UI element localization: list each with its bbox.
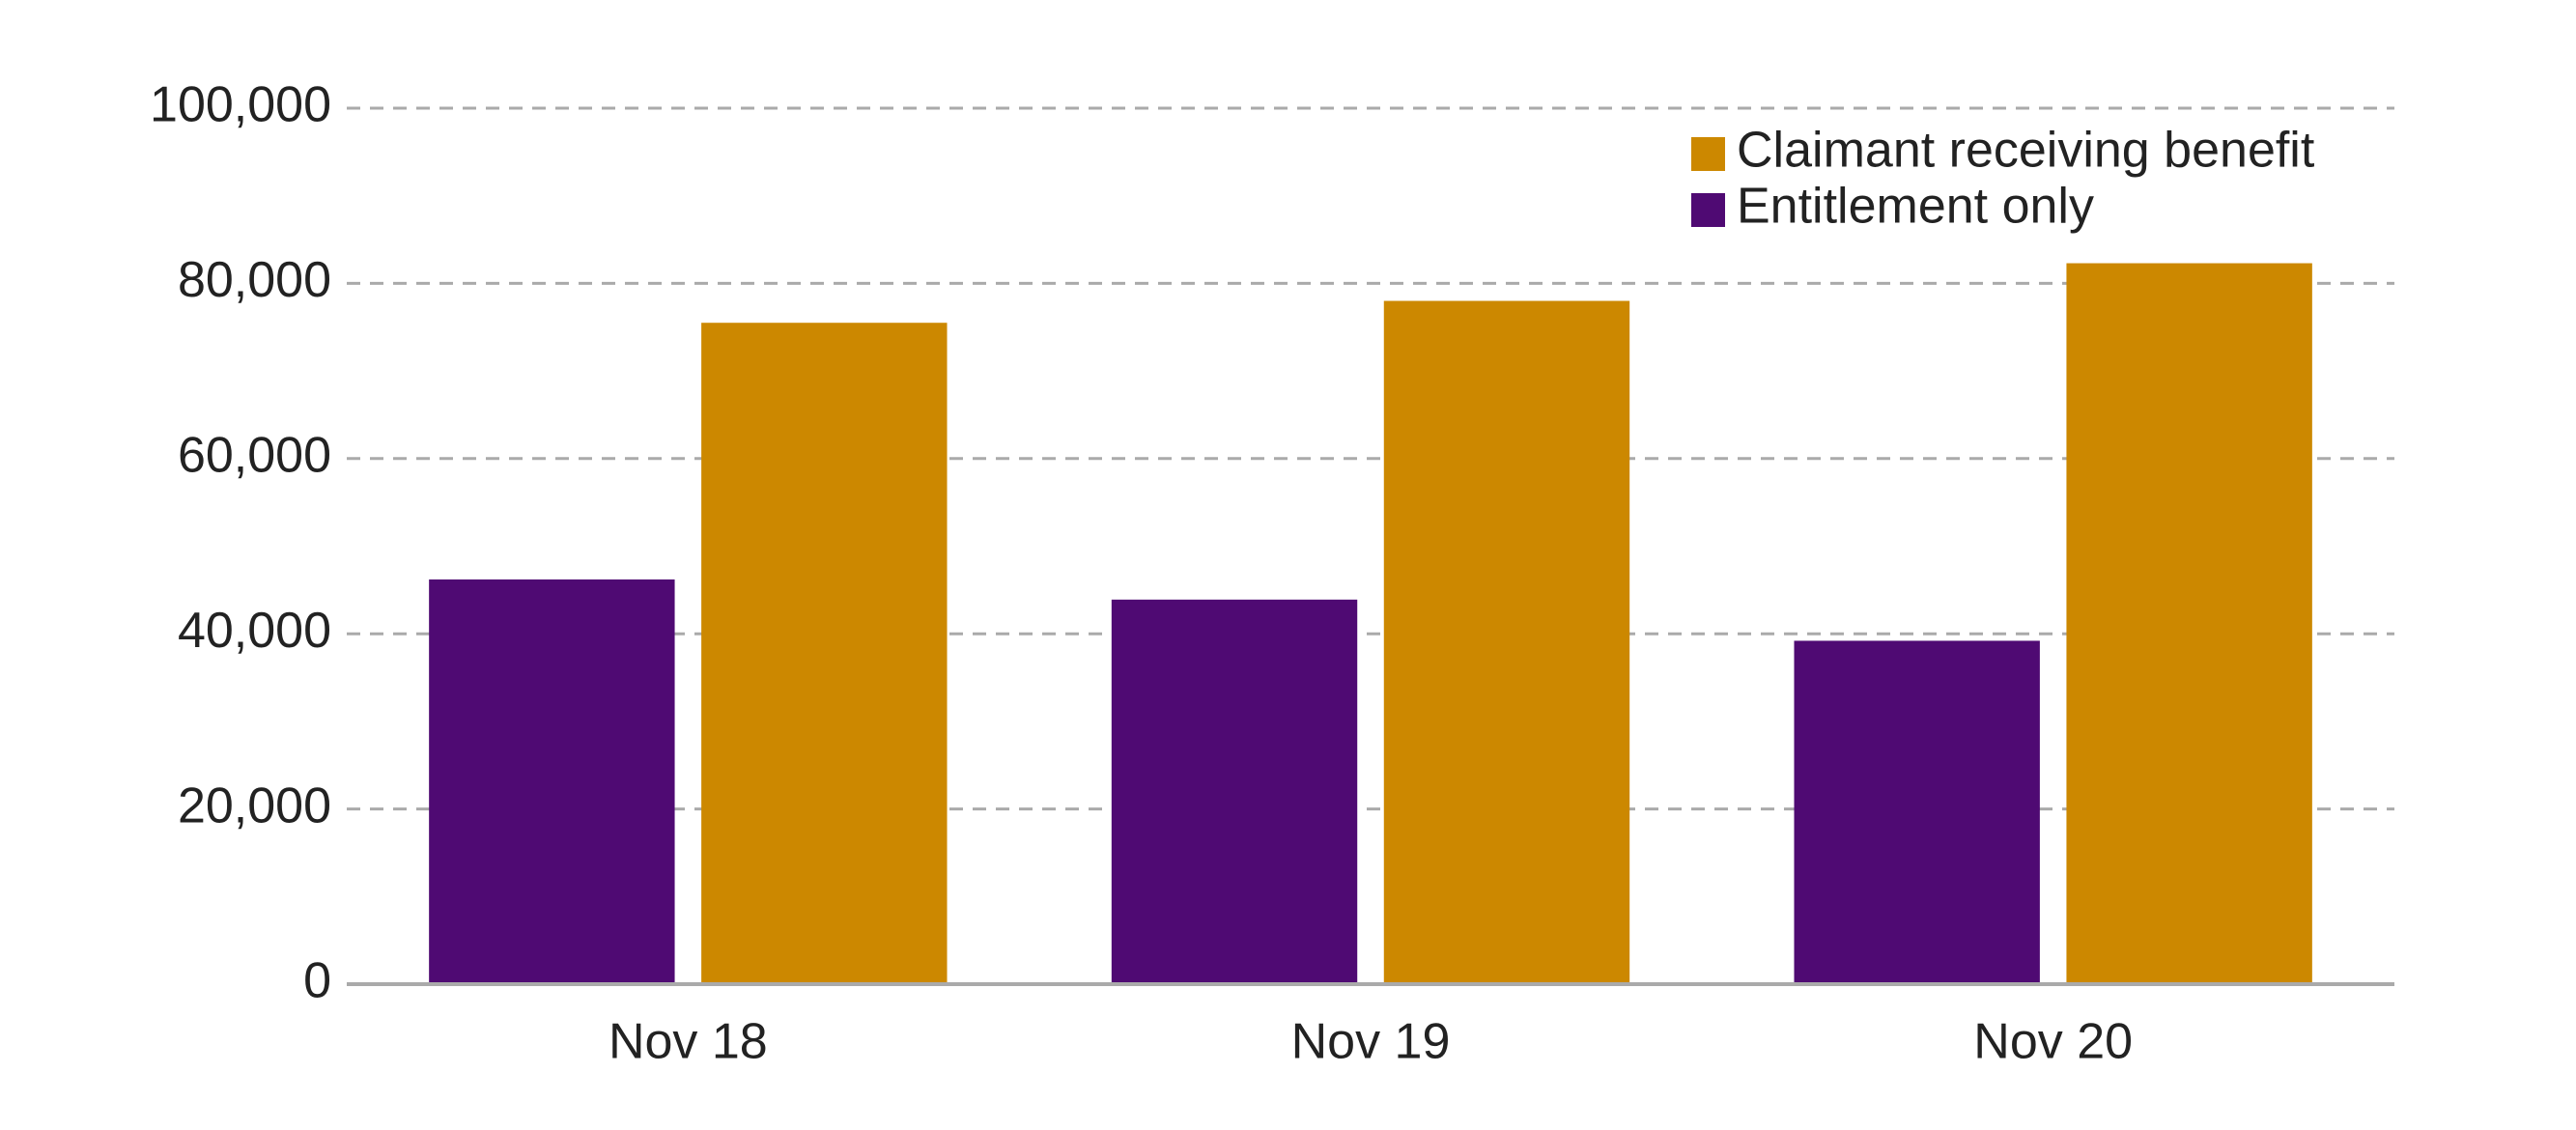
bar bbox=[1794, 640, 2040, 984]
legend-swatch bbox=[1691, 193, 1725, 227]
x-tick-label: Nov 18 bbox=[609, 1014, 768, 1070]
y-tick-label: 20,000 bbox=[178, 777, 331, 833]
y-tick-label: 80,000 bbox=[178, 252, 331, 308]
x-tick-label: Nov 19 bbox=[1291, 1014, 1451, 1070]
legend-label: Entitlement only bbox=[1737, 179, 2094, 235]
bar bbox=[1383, 300, 1630, 984]
bar bbox=[1111, 599, 1358, 984]
bar bbox=[701, 323, 948, 985]
y-tick-label: 60,000 bbox=[178, 428, 331, 484]
bar bbox=[429, 579, 675, 984]
y-tick-label: 40,000 bbox=[178, 603, 331, 659]
legend-label: Claimant receiving benefit bbox=[1737, 123, 2315, 179]
y-tick-label: 0 bbox=[303, 953, 331, 1009]
y-tick-label: 100,000 bbox=[150, 77, 331, 133]
x-tick-label: Nov 20 bbox=[1973, 1014, 2133, 1070]
legend-swatch bbox=[1691, 137, 1725, 171]
bar bbox=[2066, 263, 2312, 984]
